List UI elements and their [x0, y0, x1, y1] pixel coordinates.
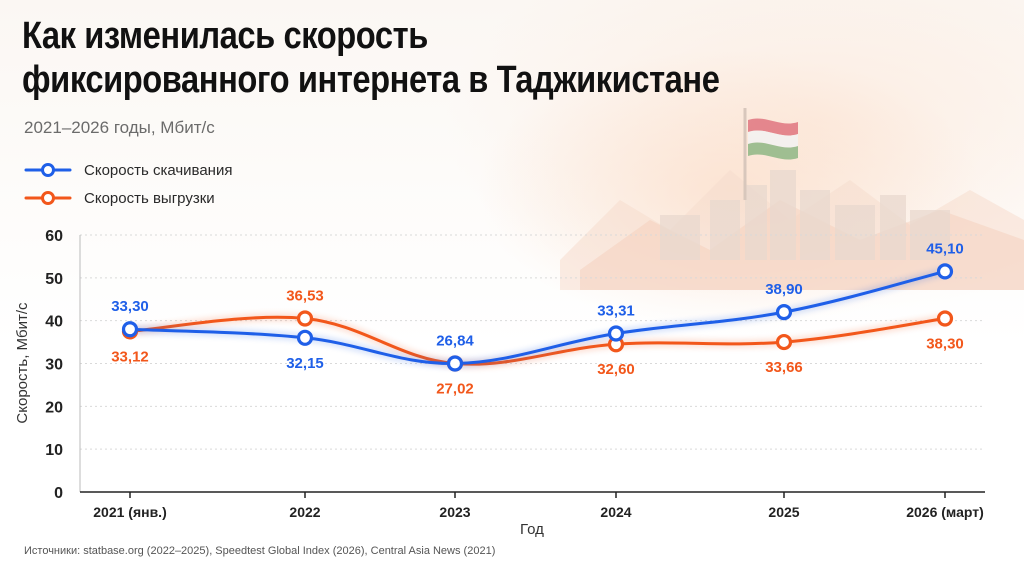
x-tick-label-1: 2022	[289, 504, 320, 520]
data-point-download-5	[936, 263, 954, 280]
x-tick-label-5: 2026 (март)	[906, 504, 984, 520]
source-note: Источники: statbase.org (2022–2025), Spe…	[24, 545, 496, 557]
data-point-upload-5	[936, 310, 954, 327]
chart-title: Как изменилась скорость фиксированного и…	[22, 14, 720, 102]
legend-item-upload: Скорость выгрузки	[24, 184, 232, 212]
series-line-download	[128, 269, 947, 366]
y-axis-title: Скорость, Мбит/с	[14, 302, 31, 424]
chart-subtitle: 2021–2026 годы, Мбит/с	[24, 118, 215, 137]
data-label-upload-4: 33,66	[765, 359, 803, 376]
y-tick-label-0: 0	[54, 485, 63, 502]
legend-label-download: Скорость скачивания	[84, 161, 233, 179]
data-label-download-1: 32,15	[286, 355, 324, 372]
x-tick-label-0: 2021 (янв.)	[93, 504, 166, 520]
x-tick-label-2: 2023	[439, 504, 470, 520]
decorative-skyline-illustration	[560, 108, 1024, 290]
data-label-upload-1: 36,53	[286, 288, 324, 305]
data-point-download-2	[446, 355, 464, 372]
data-label-download-2: 26,84	[436, 333, 474, 350]
data-point-download-0	[121, 321, 139, 338]
y-tick-label-10: 10	[45, 442, 63, 459]
series-line-upload	[128, 315, 947, 366]
data-point-upload-4	[775, 333, 793, 351]
legend-marker-upload-icon	[24, 191, 72, 205]
legend: Скорость скачивания Скорость выгрузки	[24, 156, 232, 212]
legend-item-download: Скорость скачивания	[24, 156, 232, 184]
data-label-upload-0: 33,12	[111, 348, 149, 365]
title-line-2: фиксированного интернета в Таджикистане	[22, 59, 720, 101]
y-tick-label-20: 20	[45, 399, 63, 416]
legend-marker-download-icon	[24, 163, 72, 177]
data-label-download-4: 38,90	[765, 281, 803, 298]
x-tick-label-4: 2025	[768, 504, 799, 520]
y-tick-label-60: 60	[45, 228, 63, 245]
data-point-download-3	[607, 325, 625, 342]
data-point-download-4	[775, 304, 793, 321]
x-tick-label-3: 2024	[600, 504, 631, 520]
data-point-upload-1	[296, 310, 314, 327]
title-line-1: Как изменилась скорость	[22, 15, 428, 57]
x-axis-title: Год	[520, 521, 544, 538]
data-label-download-3: 33,31	[597, 303, 635, 320]
data-label-download-5: 45,10	[926, 240, 964, 257]
y-tick-label-50: 50	[45, 271, 63, 288]
data-label-upload-3: 32,60	[597, 361, 635, 378]
legend-label-upload: Скорость выгрузки	[84, 189, 215, 207]
data-label-upload-2: 27,02	[436, 381, 474, 398]
data-label-download-0: 33,30	[111, 298, 149, 315]
y-tick-label-30: 30	[45, 357, 63, 374]
data-point-download-1	[296, 329, 314, 346]
data-label-upload-5: 38,30	[926, 336, 964, 353]
y-tick-label-40: 40	[45, 314, 63, 331]
